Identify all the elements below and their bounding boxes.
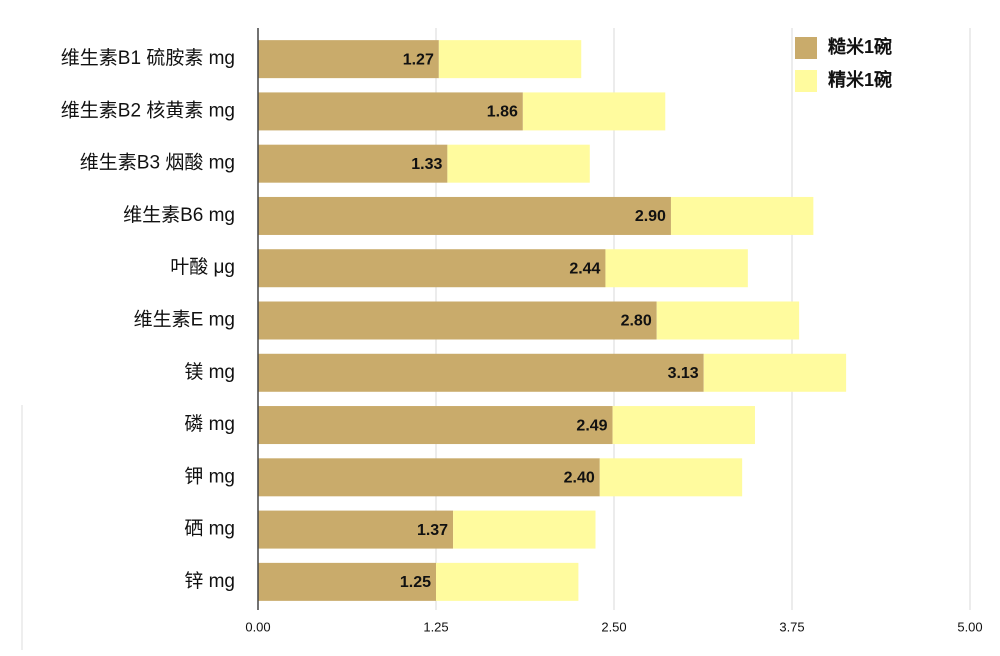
y-tick-label: 锌 mg bbox=[184, 570, 235, 592]
bar-segment bbox=[605, 249, 748, 288]
bar-segment bbox=[436, 562, 579, 601]
x-tick-label: 0.00 bbox=[245, 619, 270, 634]
legend-swatch bbox=[795, 70, 817, 92]
y-tick-label: 维生素B2 核黄素 mg bbox=[61, 99, 235, 121]
y-tick-label: 磷 mg bbox=[184, 413, 235, 435]
bar-segment bbox=[453, 510, 596, 549]
data-label: 2.44 bbox=[569, 260, 600, 277]
data-label: 1.86 bbox=[487, 104, 518, 121]
x-tick-label: 5.00 bbox=[957, 619, 982, 634]
bar-segment bbox=[258, 562, 436, 601]
bar-segment bbox=[258, 301, 657, 340]
bar-segment bbox=[258, 458, 600, 497]
data-label: 2.80 bbox=[621, 313, 652, 330]
x-tick-label: 3.75 bbox=[779, 619, 804, 634]
y-tick-label: 维生素B1 硫胺素 mg bbox=[61, 47, 235, 69]
y-tick-label: 维生素E mg bbox=[134, 309, 235, 331]
bar-segment bbox=[258, 249, 606, 288]
y-tick-label: 硒 mg bbox=[184, 519, 235, 540]
bar-segment bbox=[258, 196, 671, 235]
y-tick-label: 叶酸 μg bbox=[170, 256, 235, 278]
bar-segment bbox=[612, 406, 755, 445]
y-tick-label: 维生素B6 mg bbox=[123, 204, 235, 226]
bar-segment bbox=[258, 510, 454, 549]
data-label: 1.27 bbox=[403, 51, 434, 68]
bar-segment bbox=[258, 144, 448, 183]
bar-segment bbox=[670, 196, 814, 235]
legend-label: 精米1碗 bbox=[828, 69, 892, 90]
bar-segment bbox=[258, 92, 523, 131]
x-tick-label: 2.50 bbox=[601, 619, 626, 634]
data-label: 1.25 bbox=[400, 574, 431, 591]
bar-segment bbox=[703, 353, 847, 392]
legend-label: 糙米1碗 bbox=[828, 36, 892, 57]
bar-segment bbox=[522, 92, 666, 131]
bar-segment bbox=[656, 301, 800, 340]
bar-segment bbox=[599, 458, 743, 497]
y-tick-label: 镁 mg bbox=[184, 361, 235, 383]
legend-swatch bbox=[795, 37, 817, 59]
data-label: 1.33 bbox=[411, 156, 442, 173]
y-tick-label: 钾 mg bbox=[184, 465, 235, 487]
bar-segment bbox=[258, 353, 704, 392]
bar-segment bbox=[447, 144, 590, 183]
data-label: 3.13 bbox=[668, 365, 699, 382]
bar-segment bbox=[258, 406, 613, 445]
bar-segment bbox=[258, 40, 439, 79]
data-label: 2.40 bbox=[564, 470, 595, 487]
bar-segment bbox=[438, 40, 582, 79]
y-tick-label: 维生素B3 烟酸 mg bbox=[80, 152, 235, 174]
data-label: 2.49 bbox=[576, 417, 607, 434]
data-label: 1.37 bbox=[417, 522, 448, 539]
data-label: 2.90 bbox=[635, 208, 666, 225]
x-tick-label: 1.25 bbox=[423, 619, 448, 634]
